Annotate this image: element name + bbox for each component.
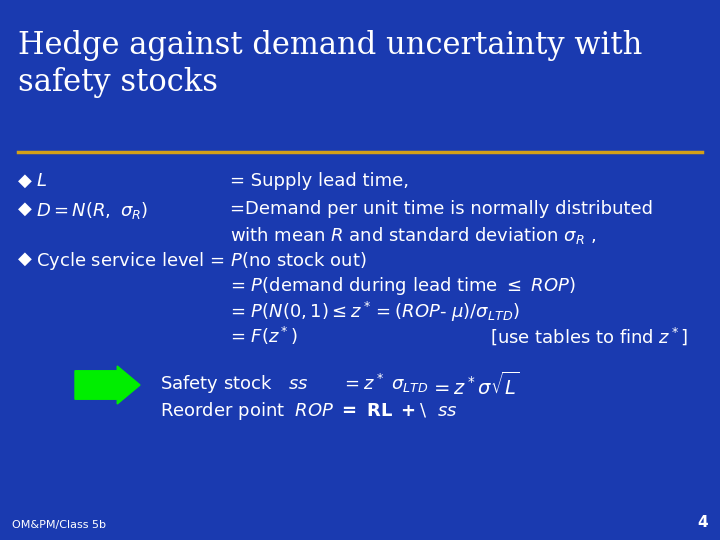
Text: [use tables to find $z^*$]: [use tables to find $z^*$] xyxy=(490,325,688,347)
Text: = Supply lead time,: = Supply lead time, xyxy=(230,172,409,190)
FancyArrow shape xyxy=(75,366,140,404)
Text: Cycle service level = $P$(no stock out): Cycle service level = $P$(no stock out) xyxy=(36,250,367,272)
Text: = $P(N(0,1) \leq z^* = (ROP\text{-}\ \mu)/\sigma_{LTD})$: = $P(N(0,1) \leq z^* = (ROP\text{-}\ \mu… xyxy=(230,300,520,324)
Text: = $F(z^*)$: = $F(z^*)$ xyxy=(230,325,297,347)
Text: Safety stock   $\mathit{ss}$      $= z^*\ \sigma_{LTD}$: Safety stock $\mathit{ss}$ $= z^*\ \sigm… xyxy=(160,372,428,396)
Text: =Demand per unit time is normally distributed: =Demand per unit time is normally distri… xyxy=(230,200,653,218)
Text: Reorder point  $\mathbf{\mathit{ROP}}$$\mathbf{\ =\ RL\ +}$\  $\mathit{ss}$: Reorder point $\mathbf{\mathit{ROP}}$$\m… xyxy=(160,400,457,422)
Text: with mean $R$ and standard deviation $\sigma_R$ ,: with mean $R$ and standard deviation $\s… xyxy=(230,225,596,246)
Text: ◆: ◆ xyxy=(18,200,32,218)
Text: ◆: ◆ xyxy=(18,250,32,268)
Text: OM&PM/Class 5b: OM&PM/Class 5b xyxy=(12,520,106,530)
Text: $L$: $L$ xyxy=(36,172,47,190)
Text: $D{=}N(R,\ \sigma_R)$: $D{=}N(R,\ \sigma_R)$ xyxy=(36,200,148,221)
Text: $= z^*\sigma\sqrt{L}$: $= z^*\sigma\sqrt{L}$ xyxy=(430,372,519,399)
Text: = $P$(demand during lead time $\leq$ $ROP$): = $P$(demand during lead time $\leq$ $RO… xyxy=(230,275,575,297)
Text: 4: 4 xyxy=(698,515,708,530)
Text: ◆: ◆ xyxy=(18,172,32,190)
Text: Hedge against demand uncertainty with
safety stocks: Hedge against demand uncertainty with sa… xyxy=(18,30,642,98)
